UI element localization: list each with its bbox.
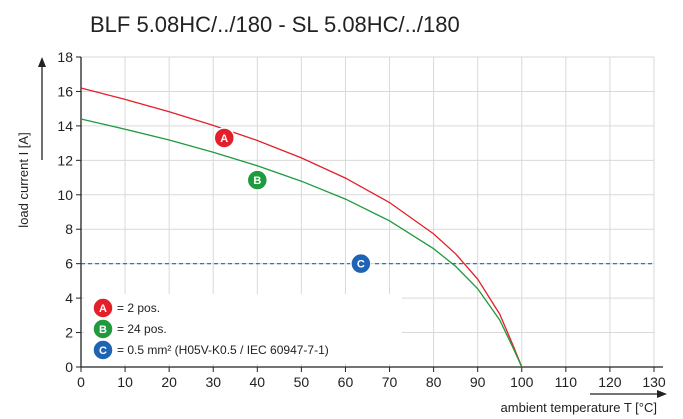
y-tick-label: 10 — [57, 187, 73, 203]
legend-badge-c: C — [92, 339, 114, 361]
axes — [38, 56, 667, 398]
y-tick-label: 16 — [57, 83, 73, 99]
curve-badge-a-circle — [213, 127, 235, 149]
x-tick-label: 70 — [382, 374, 398, 390]
legend-badge-a-letter: A — [99, 303, 107, 315]
x-tick-label: 40 — [250, 374, 266, 390]
annotations: A B C — [213, 127, 372, 275]
x-tick-label: 80 — [426, 374, 442, 390]
curve-badge-c: C — [350, 252, 372, 275]
curve-badge-c-circle — [350, 252, 372, 275]
x-tick-label: 120 — [598, 374, 622, 390]
x-tick-label: 10 — [117, 374, 133, 390]
y-tick-label: 4 — [65, 290, 73, 306]
legend-badge-a: A — [92, 297, 114, 319]
x-tick-label: 130 — [642, 374, 666, 390]
series-lines — [80, 87, 654, 368]
curve-badge-a-letter: A — [220, 133, 228, 145]
legend-badge-b-circle — [92, 318, 114, 340]
legend-background — [84, 294, 402, 364]
y-tick-label: 14 — [57, 118, 73, 134]
y-tick-label: 12 — [57, 152, 73, 168]
x-tick-label: 50 — [294, 374, 310, 390]
curve-badge-b-circle — [246, 169, 269, 191]
series-line-b — [80, 118, 523, 368]
x-tick-label: 0 — [77, 374, 85, 390]
y-tick-label: 2 — [65, 325, 73, 341]
legend-label-a: = 2 pos. — [117, 301, 160, 315]
chart-title: BLF 5.08HC/../180 - SL 5.08HC/../180 — [90, 12, 460, 37]
x-tick-label: 60 — [338, 374, 354, 390]
curve-badge-a: A — [213, 127, 235, 149]
series-line-a — [80, 87, 523, 368]
y-axis-arrowhead — [38, 57, 46, 67]
curve-badge-b: B — [246, 169, 269, 191]
x-tick-label: 90 — [470, 374, 486, 390]
y-tick-label: 0 — [65, 359, 73, 375]
curve-badge-c-letter: C — [357, 259, 365, 271]
legend-badge-c-letter: C — [99, 345, 107, 357]
x-axis-arrowhead — [657, 390, 667, 398]
x-tick-label: 100 — [510, 374, 534, 390]
y-axis-label: load current I [A] — [16, 132, 31, 227]
x-tick-label: 30 — [205, 374, 221, 390]
x-axis-label: ambient temperature T [°C] — [501, 400, 657, 415]
x-tick-label: 20 — [161, 374, 177, 390]
curve-badge-b-letter: B — [253, 175, 261, 187]
legend-label-b: = 24 pos. — [117, 322, 167, 336]
legend-badge-c-circle — [92, 339, 114, 361]
y-tick-label: 6 — [65, 256, 73, 272]
legend: A = 2 pos. B = 24 pos. C = 0.5 mm² (H05V-K0.5… — [84, 294, 402, 364]
x-tick-label: 110 — [555, 374, 578, 390]
y-tick-label: 8 — [65, 221, 73, 237]
tick-labels: 0 10 20 30 40 50 60 70 80 90 100 110 120 130 0 2 4 6 8 10 12… — [57, 49, 665, 390]
y-tick-label: 18 — [57, 49, 73, 65]
legend-badge-a-circle — [92, 297, 114, 319]
legend-badge-b: B — [92, 318, 114, 340]
legend-badge-b-letter: B — [99, 324, 107, 336]
legend-label-c: = 0.5 mm² (H05V-K0.5 / IEC 60947-7-1) — [117, 343, 329, 357]
